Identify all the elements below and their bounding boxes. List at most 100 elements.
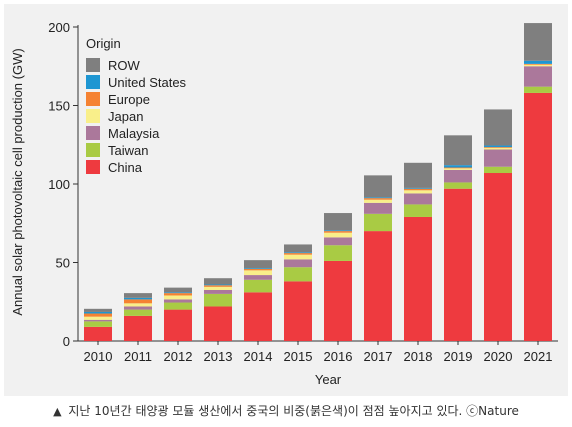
bar-taiwan-2015 <box>284 267 312 282</box>
bar-japan-2010 <box>84 316 112 320</box>
bar-taiwan-2018 <box>404 204 432 217</box>
bar-europe-2010 <box>84 313 112 317</box>
x-tick-label: 2015 <box>284 349 313 364</box>
bar-europe-2019 <box>444 167 472 169</box>
bar-taiwan-2019 <box>444 182 472 189</box>
bar-row-2020 <box>484 109 512 146</box>
bar-taiwan-2010 <box>84 321 112 327</box>
bar-taiwan-2011 <box>124 309 152 316</box>
bar-united-states-2010 <box>84 311 112 314</box>
bar-malaysia-2021 <box>524 66 552 87</box>
bar-japan-2014 <box>244 270 272 276</box>
legend-label-row: ROW <box>108 58 141 73</box>
bar-japan-2016 <box>324 232 352 238</box>
bar-china-2020 <box>484 173 512 341</box>
x-tick-label: 2014 <box>244 349 273 364</box>
bar-malaysia-2016 <box>324 237 352 246</box>
x-tick-label: 2010 <box>84 349 113 364</box>
bar-europe-2014 <box>244 268 272 271</box>
x-axis-label: Year <box>315 372 342 387</box>
bar-united-states-2020 <box>484 145 512 148</box>
bar-china-2010 <box>84 326 112 341</box>
bar-japan-2011 <box>124 303 152 307</box>
y-axis-label: Annual solar photovoltaic cell productio… <box>10 48 25 315</box>
bar-china-2018 <box>404 216 432 341</box>
y-tick-label: 100 <box>48 177 70 192</box>
bar-china-2011 <box>124 315 152 341</box>
bar-europe-2021 <box>524 63 552 65</box>
bar-china-2021 <box>524 92 552 341</box>
chart-panel: 0 50 100 150 200 Annual solar photovoltaic ce… <box>4 4 568 396</box>
y-tick-label: 50 <box>56 256 70 271</box>
bar-europe-2016 <box>324 231 352 233</box>
legend-swatch-europe <box>86 92 100 106</box>
bar-taiwan-2017 <box>364 213 392 232</box>
bar-united-states-2017 <box>364 197 392 199</box>
x-tick-label: 2011 <box>124 349 152 364</box>
bar-malaysia-2015 <box>284 259 312 268</box>
triangle-icon: ▲ <box>53 405 62 418</box>
legend-label-europe: Europe <box>108 92 150 107</box>
legend-swatch-japan <box>86 109 100 123</box>
legend-label-united-states: United States <box>108 75 187 90</box>
bar-europe-2015 <box>284 253 312 255</box>
bar-china-2017 <box>364 231 392 341</box>
bar-china-2013 <box>204 306 232 341</box>
bar-malaysia-2013 <box>204 289 232 294</box>
x-tick-label: 2017 <box>364 349 393 364</box>
y-tick-label: 200 <box>48 20 70 35</box>
bar-row-2011 <box>124 293 152 298</box>
legend-label-malaysia: Malaysia <box>108 126 160 141</box>
bar-malaysia-2020 <box>484 149 512 167</box>
bar-china-2016 <box>324 260 352 341</box>
bar-japan-2019 <box>444 168 472 170</box>
bar-taiwan-2021 <box>524 86 552 93</box>
x-tick-label: 2012 <box>164 349 193 364</box>
legend-title: Origin <box>86 36 121 51</box>
caption-text: 지난 10년간 태양광 모듈 생산에서 중국의 비중(붉은색)이 점점 높아지고… <box>68 404 519 418</box>
legend-swatch-united-states <box>86 75 100 89</box>
bar-united-states-2015 <box>284 252 312 254</box>
bar-japan-2020 <box>484 147 512 150</box>
bar-malaysia-2019 <box>444 169 472 183</box>
bar-china-2014 <box>244 292 272 341</box>
bar-europe-2011 <box>124 299 152 304</box>
bar-row-2021 <box>524 23 552 61</box>
legend-label-taiwan: Taiwan <box>108 143 148 158</box>
bar-row-2015 <box>284 244 312 253</box>
bar-row-2012 <box>164 287 192 293</box>
bar-united-states-2016 <box>324 230 352 232</box>
legend-label-china: China <box>108 160 143 175</box>
bar-china-2019 <box>444 188 472 341</box>
bar-japan-2021 <box>524 64 552 67</box>
figure-caption: ▲ 지난 10년간 태양광 모듈 생산에서 중국의 비중(붉은색)이 점점 높아… <box>0 400 572 422</box>
x-tick-label: 2018 <box>404 349 433 364</box>
y-tick-label: 150 <box>48 99 70 114</box>
bar-malaysia-2014 <box>244 275 272 280</box>
bar-europe-2012 <box>164 293 192 296</box>
bar-europe-2013 <box>204 285 232 287</box>
bar-row-2013 <box>204 278 232 285</box>
bar-taiwan-2016 <box>324 245 352 261</box>
bar-taiwan-2012 <box>164 302 192 310</box>
bar-row-2018 <box>404 162 432 188</box>
bar-united-states-2019 <box>444 165 472 168</box>
x-tick-label: 2016 <box>324 349 353 364</box>
bar-europe-2018 <box>404 188 432 191</box>
x-tick-label: 2020 <box>484 349 513 364</box>
bar-row-2019 <box>444 135 472 166</box>
bar-united-states-2011 <box>124 297 152 300</box>
bar-row-2010 <box>84 308 112 312</box>
bar-row-2014 <box>244 260 272 268</box>
bar-europe-2020 <box>484 147 512 148</box>
legend-label-japan: Japan <box>108 109 143 124</box>
bar-row-2017 <box>364 175 392 198</box>
bar-row-2016 <box>324 213 352 231</box>
legend-swatch-china <box>86 160 100 174</box>
x-tick-label: 2021 <box>524 349 553 364</box>
bar-malaysia-2017 <box>364 202 392 214</box>
bar-taiwan-2014 <box>244 279 272 293</box>
x-tick-label: 2019 <box>444 349 473 364</box>
bar-malaysia-2010 <box>84 319 112 322</box>
stacked-bar-chart: 0 50 100 150 200 Annual solar photovoltaic ce… <box>10 20 558 387</box>
